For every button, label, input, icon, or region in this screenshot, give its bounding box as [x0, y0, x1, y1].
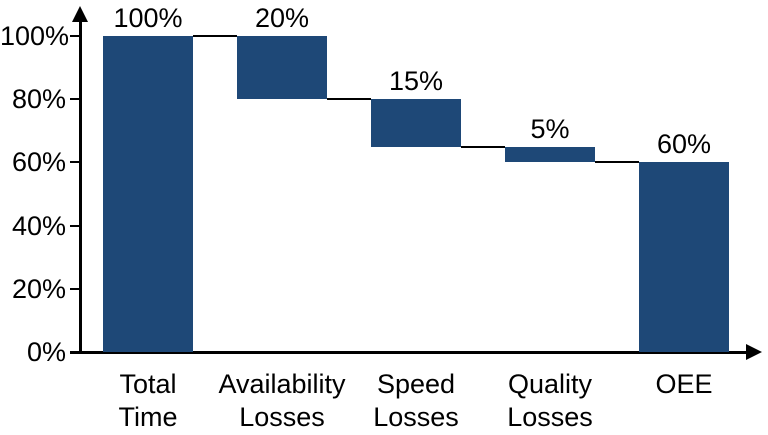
- data-label-availability-losses: 20%: [254, 3, 310, 33]
- y-tick-40: [70, 224, 80, 227]
- y-tick-60: [70, 161, 80, 164]
- y-tick-label-0: 0%: [26, 337, 66, 367]
- connector-speed-losses: [461, 145, 505, 148]
- category-label-total-time: Total Time: [63, 368, 233, 434]
- y-tick-label-40: 40%: [11, 210, 66, 241]
- connector-quality-losses: [595, 161, 639, 164]
- y-tick-label-60: 60%: [11, 147, 66, 178]
- connector-total-time: [193, 35, 237, 37]
- category-label-line: Speed: [376, 369, 456, 399]
- category-label-line: Availability: [218, 369, 346, 399]
- category-label-line: Quality: [507, 369, 593, 399]
- category-label-availability-losses: Availability Losses: [197, 368, 367, 434]
- bar-quality-losses: [505, 146, 595, 163]
- y-axis: [79, 14, 82, 354]
- category-label-line: OEE: [655, 369, 713, 399]
- bar-oee: [639, 162, 729, 352]
- data-label-quality-losses: 5%: [530, 113, 570, 144]
- y-tick-label-20: 20%: [11, 273, 66, 304]
- y-tick-label-80: 80%: [11, 84, 66, 115]
- category-label-line: Losses: [507, 402, 593, 432]
- category-label-line: Losses: [239, 402, 325, 432]
- x-axis: [70, 351, 748, 354]
- category-label-quality-losses: Quality Losses: [465, 368, 635, 434]
- category-label-line: Losses: [373, 402, 459, 432]
- category-label-line: Time: [118, 402, 178, 432]
- bar-speed-losses: [371, 99, 461, 147]
- y-tick-label-100: 100%: [0, 21, 70, 51]
- connector-availability-losses: [327, 98, 371, 101]
- category-label-line: Total: [119, 369, 177, 399]
- data-label-speed-losses: 15%: [388, 66, 444, 97]
- bar-total-time: [103, 36, 193, 352]
- y-tick-0: [70, 351, 80, 353]
- category-label-speed-losses: Speed Losses: [331, 368, 501, 434]
- y-tick-80: [70, 98, 80, 101]
- data-label-total-time: 100%: [113, 3, 183, 33]
- category-label-oee: OEE: [599, 368, 768, 401]
- y-tick-20: [70, 287, 80, 290]
- bar-availability-losses: [237, 36, 327, 100]
- data-label-oee: 60%: [656, 129, 712, 160]
- x-axis-arrow-icon: [746, 344, 762, 360]
- y-tick-100: [70, 35, 80, 37]
